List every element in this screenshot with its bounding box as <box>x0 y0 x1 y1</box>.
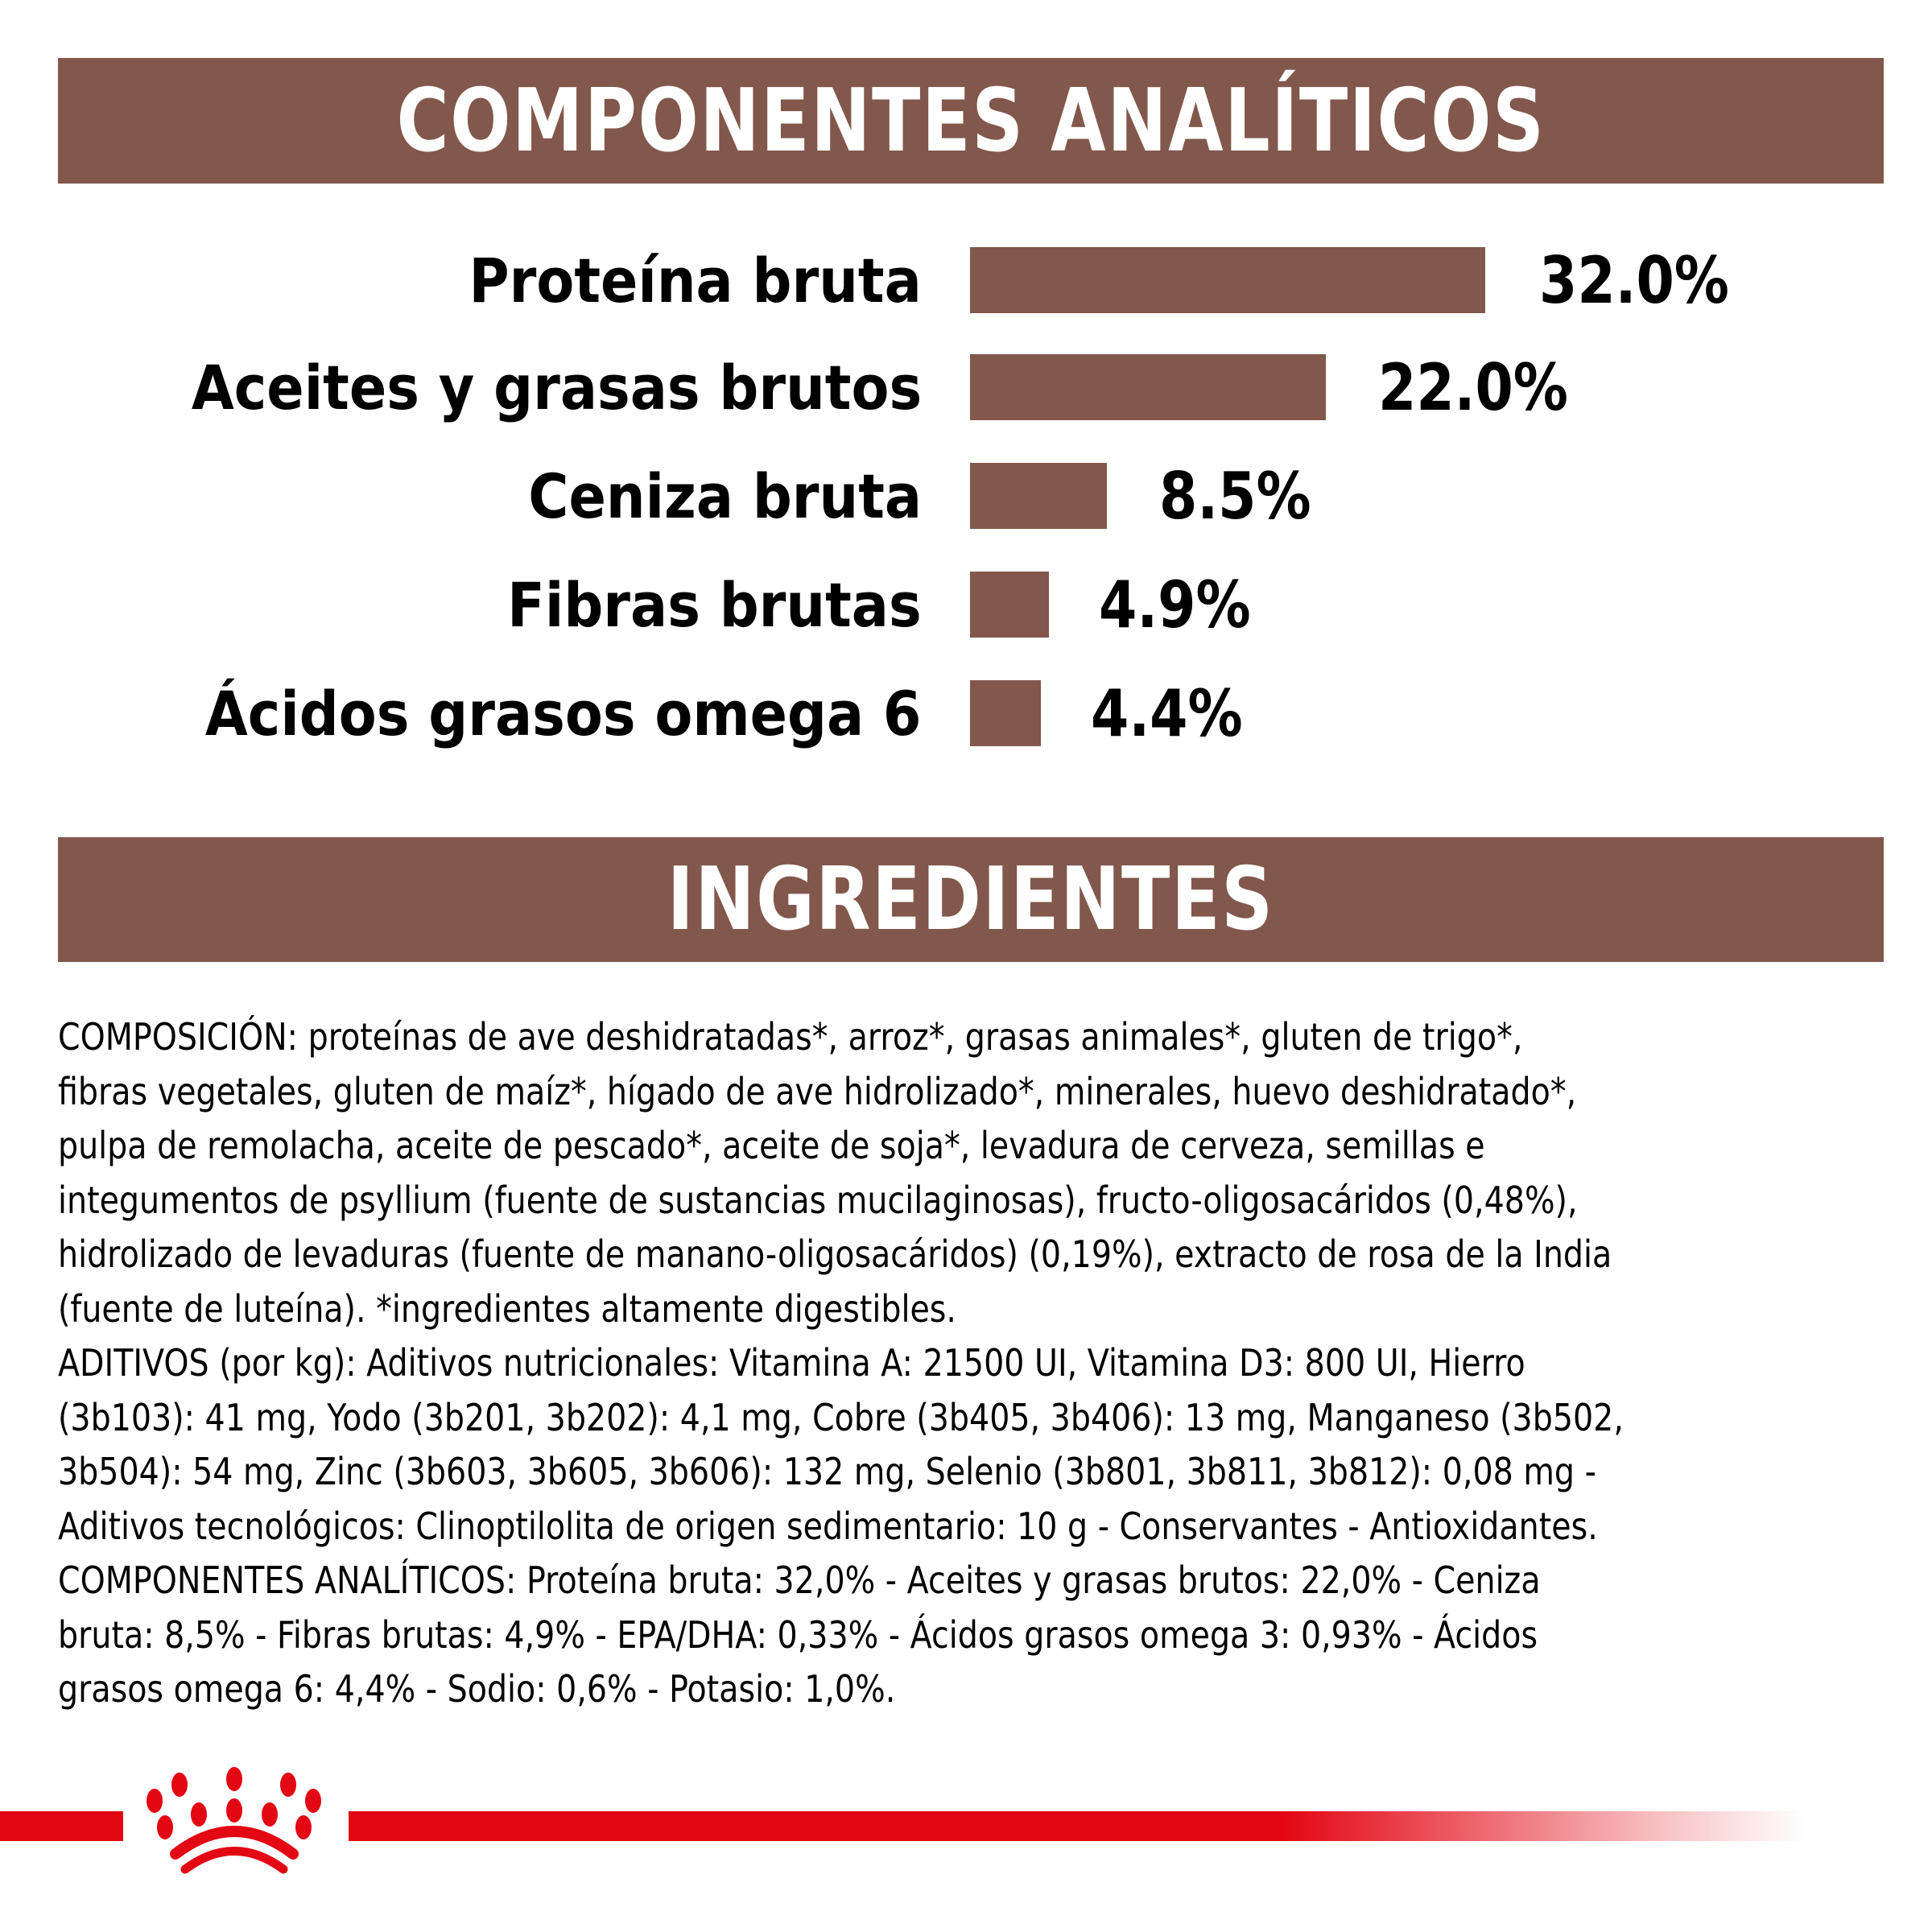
bar-label: Ácidos grasos omega 6 <box>205 678 922 749</box>
ingredients-line: COMPOSICIÓN: proteínas de ave deshidrata… <box>58 1015 1523 1059</box>
ingredients-line: fibras vegetales, gluten de maíz*, hígad… <box>58 1069 1577 1113</box>
bar-row: Fibras brutas 4.9% <box>0 572 1932 639</box>
analytic-line: bruta: 8,5% - Fibras brutas: 4,9% - EPA/… <box>58 1612 1538 1657</box>
ingredients-paragraph: COMPOSICIÓN: proteínas de ave deshidrata… <box>58 1010 1909 1717</box>
ingredients-line: integumentos de psyllium (fuente de sust… <box>58 1178 1578 1222</box>
bar-row: Ácidos grasos omega 6 4.4% <box>0 680 1932 748</box>
additives-line: ADITIVOS (por kg): Aditivos nutricionale… <box>58 1341 1525 1385</box>
footer-red-line-right <box>349 1811 1806 1841</box>
bar-label: Ceniza bruta <box>528 460 922 532</box>
bar <box>970 247 1485 313</box>
bar <box>970 463 1107 529</box>
bar-row: Ceniza bruta 8.5% <box>0 463 1932 530</box>
analytic-components-banner: COMPONENTES ANALÍTICOS <box>58 58 1884 184</box>
ingredients-line: (fuente de luteína). *ingredientes altam… <box>58 1286 956 1331</box>
additives-line: 3b504): 54 mg, Zinc (3b603, 3b605, 3b606… <box>58 1450 1596 1493</box>
ingredients-title: INGREDIENTES <box>667 849 1274 950</box>
bar-label: Aceites y grasas brutos <box>191 352 922 423</box>
additives-line: (3b103): 41 mg, Yodo (3b201, 3b202): 4,1… <box>58 1395 1624 1439</box>
ingredients-line: pulpa de remolacha, aceite de pescado*, … <box>58 1124 1485 1167</box>
footer-red-line-left <box>0 1811 123 1841</box>
bar-label: Proteína bruta <box>469 245 922 316</box>
bar-label: Fibras brutas <box>507 569 922 641</box>
ingredients-line: hidrolizado de levaduras (fuente de mana… <box>58 1232 1612 1276</box>
bar <box>970 572 1049 638</box>
ingredients-banner: INGREDIENTES <box>58 837 1884 962</box>
analytic-line: COMPONENTES ANALÍTICOS: Proteína bruta: … <box>58 1558 1541 1602</box>
bar <box>970 354 1326 420</box>
crown-paw-logo-icon <box>147 1767 321 1874</box>
bar-value: 4.4% <box>1091 676 1243 751</box>
bar-value: 32.0% <box>1539 243 1729 318</box>
bar-value: 4.9% <box>1099 568 1251 642</box>
bar-row: Aceites y grasas brutos 22.0% <box>0 354 1932 422</box>
bar-value: 8.5% <box>1159 459 1311 534</box>
bar-row: Proteína bruta 32.0% <box>0 247 1932 315</box>
analytic-components-title: COMPONENTES ANALÍTICOS <box>396 70 1546 171</box>
bar <box>970 680 1041 746</box>
additives-line: Aditivos tecnológicos: Clinoptilolita de… <box>58 1504 1598 1548</box>
bar-value: 22.0% <box>1378 350 1568 425</box>
analytic-line: grasos omega 6: 4,4% - Sodio: 0,6% - Pot… <box>58 1667 896 1711</box>
